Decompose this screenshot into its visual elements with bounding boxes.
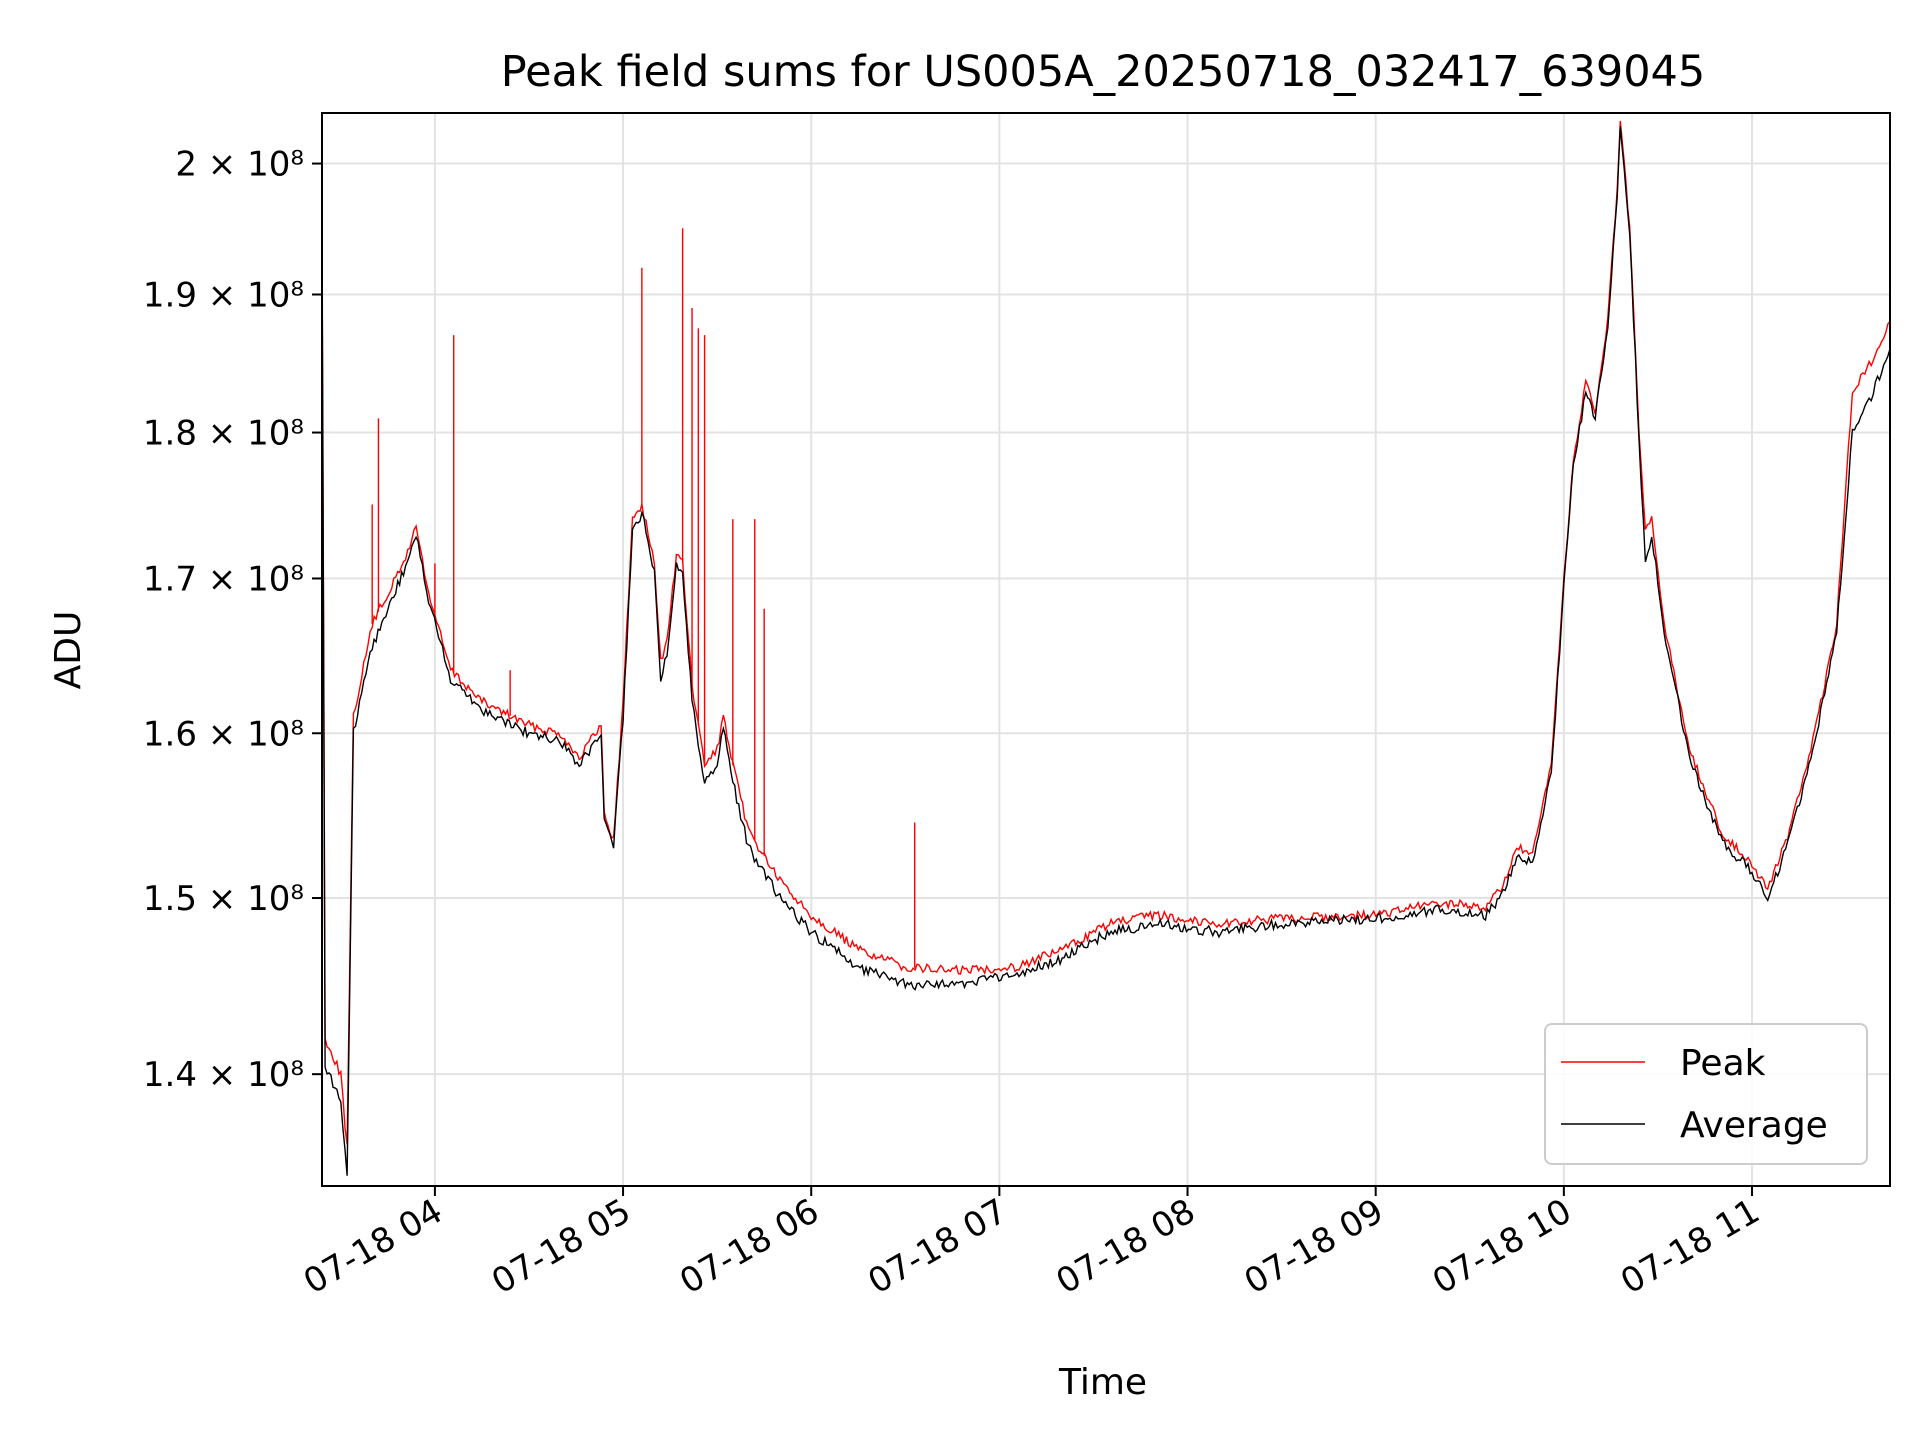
grid-lines	[322, 113, 1890, 1186]
legend-box	[1544, 1023, 1868, 1165]
y-tick-label: 1.6 × 10⁸	[143, 714, 304, 754]
plot-area	[322, 120, 1890, 1176]
y-axis-ticks: 1.4 × 10⁸ 1.5 × 10⁸ 1.6 × 10⁸ 1.7 × 10⁸ 1.8 …	[143, 145, 322, 1095]
y-tick-label: 1.4 × 10⁸	[143, 1055, 304, 1095]
y-tick-label: 2 × 10⁸	[175, 145, 304, 185]
legend-label-average: Average	[1680, 1105, 1828, 1146]
y-tick-label: 1.8 × 10⁸	[143, 414, 304, 454]
axes-frame	[321, 112, 1891, 1187]
chart-title: Peak field sums for US005A_20250718_0324…	[501, 47, 1706, 97]
legend: Peak Average	[1544, 1023, 1868, 1165]
y-axis-label: ADU	[48, 611, 89, 690]
series-line-average	[322, 126, 1890, 1176]
y-tick-label: 1.7 × 10⁸	[143, 559, 304, 599]
legend-label-peak: Peak	[1680, 1043, 1766, 1084]
y-tick-label: 1.5 × 10⁸	[143, 879, 304, 919]
x-axis-label: Time	[1058, 1362, 1147, 1403]
y-tick-label: 1.9 × 10⁸	[143, 276, 304, 316]
